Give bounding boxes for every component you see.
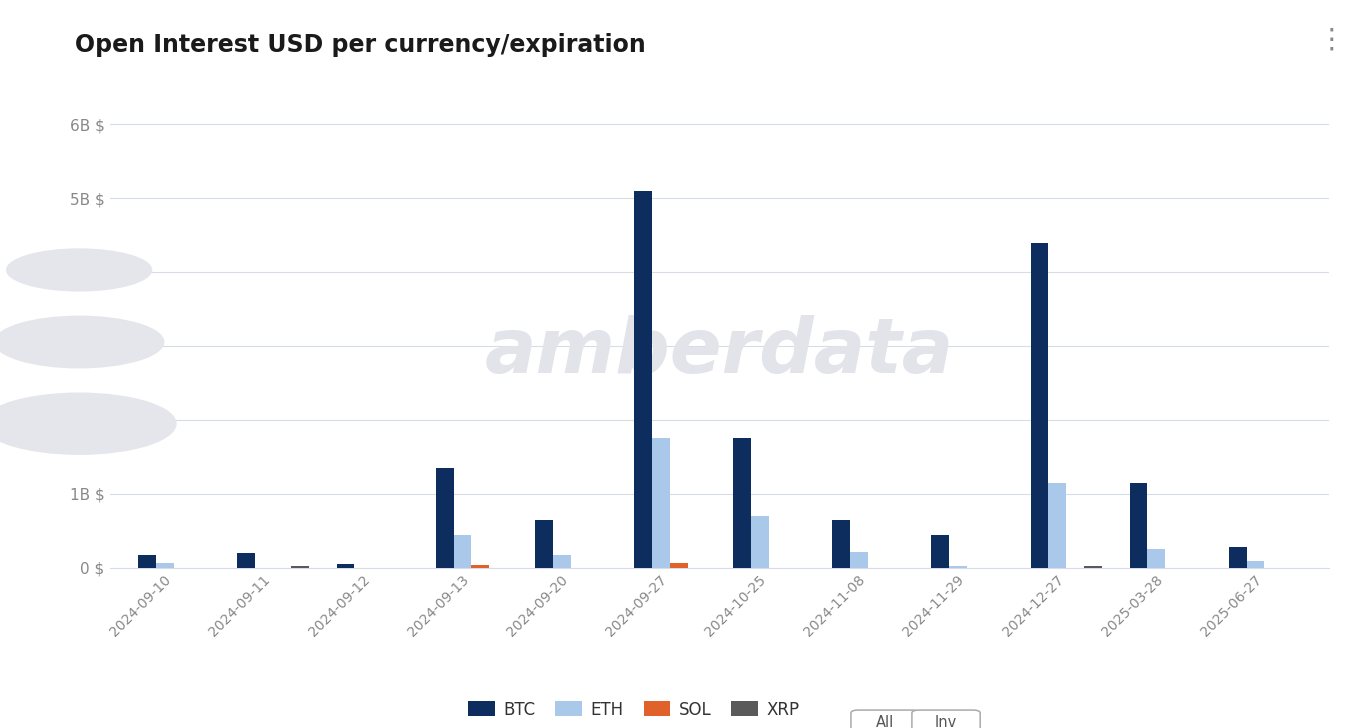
Bar [436, 468, 453, 568]
Bar [1229, 547, 1247, 568]
Text: amberdata: amberdata [485, 314, 954, 389]
Text: ⋮: ⋮ [1318, 25, 1345, 53]
Ellipse shape [0, 316, 164, 368]
Bar [453, 534, 471, 568]
FancyBboxPatch shape [912, 710, 980, 728]
Ellipse shape [0, 392, 177, 455]
Bar [237, 553, 255, 568]
Text: Inv: Inv [934, 715, 958, 728]
Bar [534, 520, 552, 568]
Text: All: All [875, 715, 895, 728]
Bar [932, 534, 949, 568]
Bar [471, 565, 489, 568]
Bar [733, 438, 751, 568]
Bar [1247, 561, 1265, 568]
Bar [949, 566, 967, 568]
Bar [290, 566, 308, 568]
Text: Open Interest USD per currency/expiration: Open Interest USD per currency/expiratio… [75, 33, 647, 57]
Bar [552, 555, 570, 568]
Bar [1048, 483, 1066, 568]
Bar [138, 555, 156, 568]
Bar [670, 563, 688, 568]
Legend: BTC, ETH, SOL, XRP: BTC, ETH, SOL, XRP [462, 694, 806, 725]
Ellipse shape [5, 248, 152, 291]
Bar [851, 552, 869, 568]
Bar [652, 438, 670, 568]
Bar [1084, 566, 1101, 568]
Bar [1030, 242, 1048, 568]
Bar [1148, 550, 1166, 568]
Bar [1130, 483, 1148, 568]
Bar [634, 191, 652, 568]
Bar [337, 564, 355, 568]
Bar [156, 563, 174, 568]
Bar [832, 520, 851, 568]
Bar [751, 516, 769, 568]
FancyBboxPatch shape [851, 710, 919, 728]
